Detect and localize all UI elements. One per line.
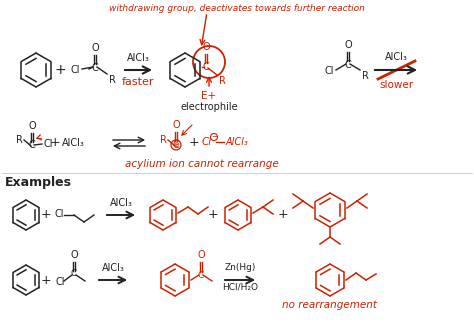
Text: AlCl₃: AlCl₃ xyxy=(101,263,125,273)
Text: Cl: Cl xyxy=(202,137,212,147)
Text: +: + xyxy=(278,209,288,222)
Text: electrophile: electrophile xyxy=(180,102,238,112)
Text: C: C xyxy=(173,140,179,150)
Text: AlCl₃: AlCl₃ xyxy=(127,53,149,63)
Text: C: C xyxy=(198,270,204,280)
Text: E+: E+ xyxy=(201,91,217,101)
Text: O: O xyxy=(91,43,99,53)
Text: Zn(Hg): Zn(Hg) xyxy=(224,263,255,272)
Text: R: R xyxy=(16,135,23,145)
Text: +: + xyxy=(50,136,60,150)
Text: R: R xyxy=(362,71,369,81)
Text: faster: faster xyxy=(122,77,154,87)
Text: C: C xyxy=(202,62,210,72)
Text: Cl: Cl xyxy=(55,209,64,219)
Text: ⊕: ⊕ xyxy=(173,142,179,148)
Text: AlCl₃: AlCl₃ xyxy=(62,138,84,148)
Text: +: + xyxy=(189,136,199,150)
Text: O: O xyxy=(172,120,180,130)
Text: C: C xyxy=(28,140,36,150)
Text: no rearrangement: no rearrangement xyxy=(283,300,377,310)
Text: Examples: Examples xyxy=(5,176,72,189)
Text: O: O xyxy=(344,40,352,50)
Text: slower: slower xyxy=(379,80,413,90)
Text: AlCl₃: AlCl₃ xyxy=(226,137,249,147)
Text: R: R xyxy=(219,76,226,86)
Text: O: O xyxy=(28,121,36,131)
Text: Cl: Cl xyxy=(56,277,65,287)
Text: Cl: Cl xyxy=(44,139,54,149)
Text: C: C xyxy=(345,60,351,70)
Text: +: + xyxy=(41,209,51,222)
Text: O: O xyxy=(197,250,205,260)
Text: Cl: Cl xyxy=(325,66,334,76)
Text: C: C xyxy=(91,63,99,73)
Text: R: R xyxy=(160,135,167,145)
Text: +: + xyxy=(208,209,219,222)
Text: O: O xyxy=(202,42,210,52)
Text: R: R xyxy=(109,75,116,85)
Text: HCl/H₂O: HCl/H₂O xyxy=(222,283,258,292)
Text: AlCl₃: AlCl₃ xyxy=(109,198,132,208)
Text: +: + xyxy=(54,63,66,77)
Text: AlCl₃: AlCl₃ xyxy=(384,52,408,62)
Text: C: C xyxy=(71,269,77,279)
Text: acylium ion cannot rearrange: acylium ion cannot rearrange xyxy=(125,159,279,169)
Text: −: − xyxy=(211,134,217,140)
Text: Cl: Cl xyxy=(71,65,80,75)
Text: withdrawing group, deactivates towards further reaction: withdrawing group, deactivates towards f… xyxy=(109,4,365,13)
Text: +: + xyxy=(41,274,51,287)
Text: O: O xyxy=(70,250,78,260)
